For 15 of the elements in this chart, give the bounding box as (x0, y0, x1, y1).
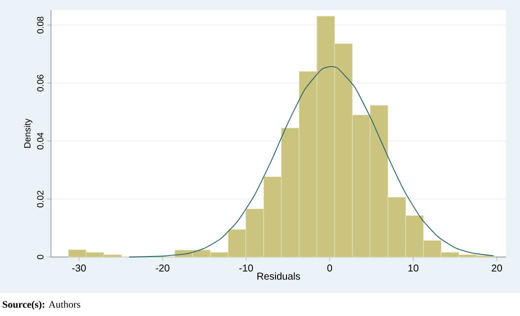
x-axis-title: Residuals (257, 272, 300, 280)
line-series (128, 66, 494, 258)
y-tick-label: 0.06 (37, 74, 44, 92)
x-tick-label: 10 (408, 264, 418, 272)
x-tick-label: -20 (156, 264, 170, 272)
x-tick-label: -10 (239, 264, 253, 272)
text: Source(s): Authors (2, 300, 80, 310)
x-tick-label: 20 (492, 264, 502, 272)
y-tick-label: 0.02 (37, 190, 44, 208)
y-axis-title: Density (24, 118, 32, 148)
y-tick-label: 0 (37, 254, 44, 260)
y-tick-label: 0.04 (37, 132, 44, 150)
x-tick-label: -30 (72, 264, 86, 272)
x-tick-label: 0 (327, 264, 332, 272)
y-tick-label: 0.08 (37, 16, 44, 34)
